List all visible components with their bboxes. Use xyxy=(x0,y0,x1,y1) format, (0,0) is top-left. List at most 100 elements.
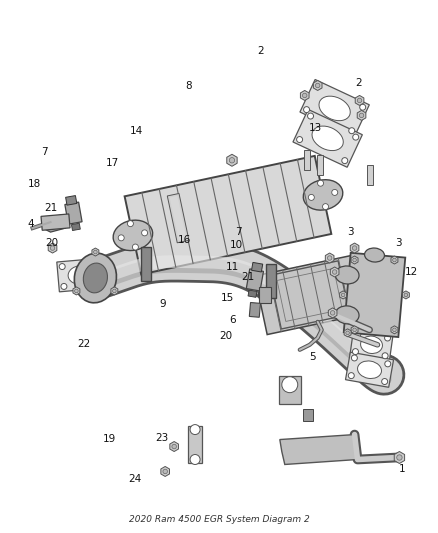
Circle shape xyxy=(353,328,357,332)
Ellipse shape xyxy=(357,361,381,378)
Text: 7: 7 xyxy=(41,147,48,157)
Circle shape xyxy=(94,250,97,254)
Text: 20: 20 xyxy=(46,238,59,247)
Circle shape xyxy=(172,445,177,449)
Polygon shape xyxy=(57,258,104,292)
Text: 4: 4 xyxy=(27,219,34,229)
Polygon shape xyxy=(66,196,77,205)
Circle shape xyxy=(353,258,357,262)
Polygon shape xyxy=(279,376,301,403)
Polygon shape xyxy=(351,326,358,334)
Text: 14: 14 xyxy=(129,126,143,136)
Ellipse shape xyxy=(113,220,153,251)
Polygon shape xyxy=(141,247,151,281)
Text: 19: 19 xyxy=(102,434,116,445)
Polygon shape xyxy=(344,253,405,337)
Polygon shape xyxy=(303,409,313,421)
Polygon shape xyxy=(293,109,362,167)
Circle shape xyxy=(392,258,396,262)
Polygon shape xyxy=(125,156,331,274)
Polygon shape xyxy=(328,308,337,318)
Circle shape xyxy=(392,328,396,332)
Circle shape xyxy=(332,270,337,274)
Text: 13: 13 xyxy=(308,123,321,133)
Circle shape xyxy=(381,378,388,384)
Circle shape xyxy=(348,373,354,378)
Ellipse shape xyxy=(74,253,117,303)
Circle shape xyxy=(229,158,235,163)
Circle shape xyxy=(61,284,67,289)
Text: 22: 22 xyxy=(77,338,90,349)
Circle shape xyxy=(190,455,200,464)
Text: 16: 16 xyxy=(177,235,191,245)
Polygon shape xyxy=(249,303,261,317)
Polygon shape xyxy=(339,291,346,299)
Polygon shape xyxy=(391,256,398,264)
Circle shape xyxy=(385,361,391,367)
Circle shape xyxy=(322,204,328,209)
Polygon shape xyxy=(346,352,393,387)
Circle shape xyxy=(304,107,310,112)
Polygon shape xyxy=(170,441,178,451)
Circle shape xyxy=(360,104,366,110)
Circle shape xyxy=(342,158,348,164)
Polygon shape xyxy=(266,264,276,298)
Polygon shape xyxy=(270,261,350,329)
Polygon shape xyxy=(161,466,170,477)
Polygon shape xyxy=(71,223,80,231)
Text: 21: 21 xyxy=(241,272,254,282)
Polygon shape xyxy=(304,150,310,170)
Polygon shape xyxy=(255,255,365,335)
Text: 10: 10 xyxy=(230,240,243,250)
Polygon shape xyxy=(246,269,264,291)
Polygon shape xyxy=(391,326,398,334)
Polygon shape xyxy=(357,110,366,120)
Circle shape xyxy=(351,355,357,361)
Ellipse shape xyxy=(335,306,359,324)
Circle shape xyxy=(352,246,357,251)
Circle shape xyxy=(132,244,138,250)
Ellipse shape xyxy=(68,265,93,284)
Circle shape xyxy=(330,311,335,315)
Circle shape xyxy=(359,113,364,118)
Circle shape xyxy=(127,221,134,227)
Text: 3: 3 xyxy=(346,227,353,237)
Text: 9: 9 xyxy=(159,298,166,309)
Ellipse shape xyxy=(83,263,107,293)
Ellipse shape xyxy=(282,377,298,393)
Polygon shape xyxy=(170,196,187,240)
Circle shape xyxy=(404,293,408,297)
Polygon shape xyxy=(92,248,99,256)
Ellipse shape xyxy=(360,336,382,353)
Text: 2: 2 xyxy=(257,46,264,56)
Circle shape xyxy=(355,331,361,337)
Polygon shape xyxy=(111,287,118,295)
Circle shape xyxy=(318,180,324,186)
Polygon shape xyxy=(48,243,57,253)
Text: 2: 2 xyxy=(355,78,362,88)
Ellipse shape xyxy=(303,180,343,210)
Polygon shape xyxy=(325,253,334,263)
Circle shape xyxy=(346,331,350,335)
Circle shape xyxy=(297,136,303,142)
Text: 3: 3 xyxy=(395,238,401,247)
Text: 21: 21 xyxy=(44,203,57,213)
Circle shape xyxy=(332,189,338,196)
Circle shape xyxy=(328,256,332,260)
Circle shape xyxy=(141,230,148,236)
Polygon shape xyxy=(351,256,358,264)
Circle shape xyxy=(95,280,102,286)
Polygon shape xyxy=(344,329,351,337)
Circle shape xyxy=(385,335,391,341)
Circle shape xyxy=(59,264,65,270)
Text: 6: 6 xyxy=(229,314,235,325)
Circle shape xyxy=(113,289,116,293)
Polygon shape xyxy=(355,95,364,106)
Polygon shape xyxy=(300,91,309,100)
Circle shape xyxy=(118,235,124,241)
Circle shape xyxy=(341,293,345,297)
Text: 12: 12 xyxy=(404,267,418,277)
Circle shape xyxy=(349,128,355,134)
Ellipse shape xyxy=(335,266,359,284)
Circle shape xyxy=(382,353,388,359)
